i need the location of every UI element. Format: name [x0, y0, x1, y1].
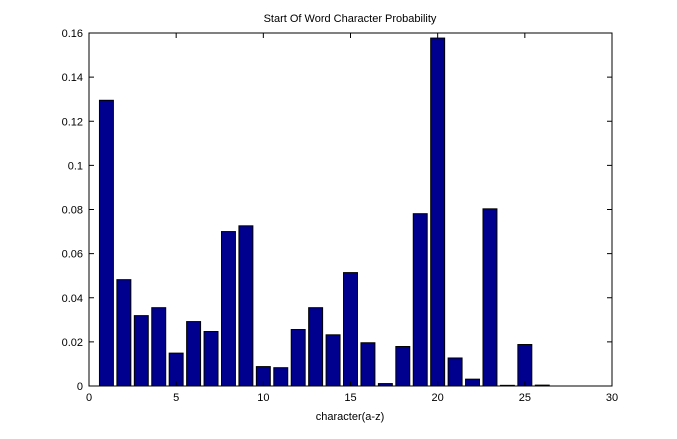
x-tick-label: 10 [257, 392, 269, 404]
y-tick-label: 0.16 [62, 28, 83, 40]
bar [465, 378, 481, 387]
bar [238, 225, 254, 387]
bar [133, 315, 149, 387]
x-axis-label: character(a-z) [316, 411, 384, 423]
bar [98, 99, 114, 387]
bar [203, 331, 219, 387]
bar [325, 334, 341, 387]
bar [395, 346, 411, 387]
bar [430, 37, 446, 387]
x-tick-label: 5 [173, 392, 179, 404]
bar [186, 321, 202, 387]
x-tick-label: 0 [86, 392, 92, 404]
bar [308, 307, 324, 387]
bar [290, 329, 306, 387]
bar [343, 272, 358, 387]
y-tick-label: 0.06 [62, 249, 83, 261]
y-tick-label: 0.12 [62, 116, 83, 128]
bar [447, 357, 463, 387]
x-tick-label: 30 [606, 392, 618, 404]
y-tick-label: 0.1 [68, 160, 83, 172]
y-tick-label: 0 [77, 381, 83, 393]
bar [151, 307, 167, 387]
y-tick-label: 0.14 [62, 72, 83, 84]
bar [116, 279, 132, 387]
x-tick-label: 15 [344, 392, 356, 404]
bar [273, 367, 289, 387]
bar [517, 344, 533, 387]
x-tick-label: 25 [519, 392, 531, 404]
bar [482, 208, 498, 387]
y-tick-label: 0.04 [62, 293, 83, 305]
bar [412, 213, 428, 387]
y-tick-label: 0.02 [62, 337, 83, 349]
plot-frame [88, 32, 613, 387]
bar [360, 342, 376, 387]
bar [220, 231, 236, 387]
y-tick-label: 0.08 [62, 205, 83, 217]
x-tick-label: 20 [432, 392, 444, 404]
chart-title: Start Of Word Character Probability [264, 13, 437, 25]
